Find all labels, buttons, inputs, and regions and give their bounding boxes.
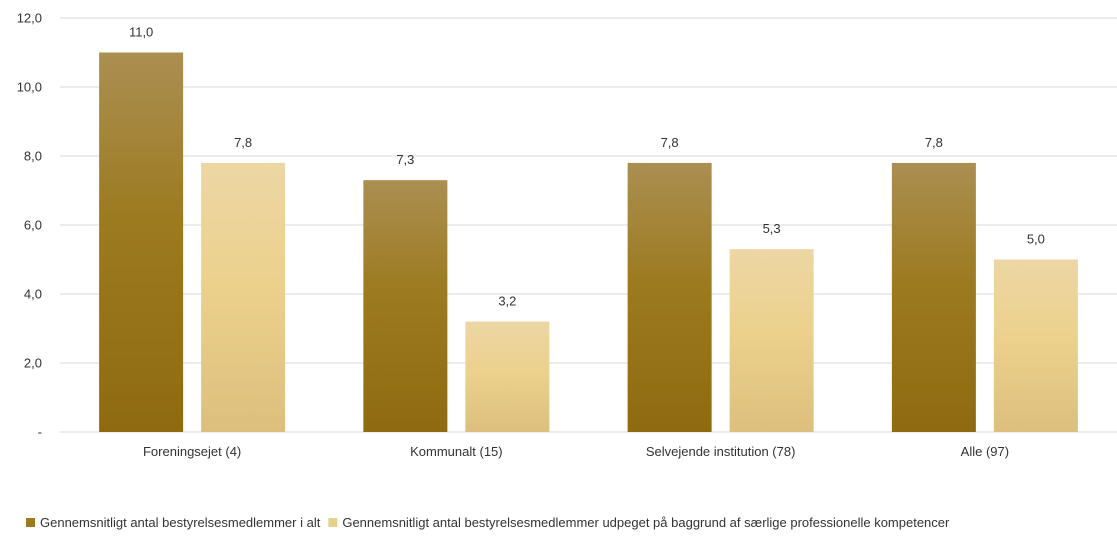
bars [99,52,1078,432]
x-category-label: Kommunalt (15) [410,444,502,459]
legend-swatch [26,518,35,527]
bar-series-2-3 [993,259,1078,432]
bar-series-2-0 [201,162,286,432]
legend: Gennemsnitligt antal bestyrelsesmedlemme… [26,515,950,530]
data-label: 5,3 [763,221,781,236]
bar-series-1-1 [363,180,448,432]
data-label: 7,8 [234,135,252,150]
x-axis-category-labels: Foreningsejet (4) Kommunalt (15) Selvejend… [143,444,1009,459]
data-labels: 11,0 7,8 7,3 3,2 7,8 5,3 7,8 5,0 [129,25,1045,309]
y-tick-label: - [38,425,42,440]
x-category-label: Selvejende institution (78) [646,444,796,459]
bar-series-1-2 [627,162,712,432]
y-tick-label: 6,0 [24,218,42,233]
legend-label: Gennemsnitligt antal bestyrelsesmedlemme… [342,515,950,530]
y-tick-label: 10,0 [17,80,42,95]
data-label: 7,3 [396,152,414,167]
x-category-label: Alle (97) [961,444,1009,459]
bar-series-2-1 [465,321,550,432]
data-label: 5,0 [1027,232,1045,247]
data-label: 7,8 [661,135,679,150]
data-label: 3,2 [498,294,516,309]
bar-series-1-3 [891,162,976,432]
y-axis-tick-labels: - 2,0 4,0 6,0 8,0 10,0 12,0 [17,11,42,440]
y-tick-label: 12,0 [17,11,42,26]
x-category-label: Foreningsejet (4) [143,444,241,459]
y-tick-label: 2,0 [24,356,42,371]
y-tick-label: 4,0 [24,287,42,302]
data-label: 7,8 [925,135,943,150]
bar-series-2-2 [729,249,814,432]
legend-label: Gennemsnitligt antal bestyrelsesmedlemme… [40,515,321,530]
data-label: 11,0 [129,25,153,40]
bar-series-1-0 [99,52,184,432]
y-tick-label: 8,0 [24,149,42,164]
legend-swatch [328,518,338,527]
